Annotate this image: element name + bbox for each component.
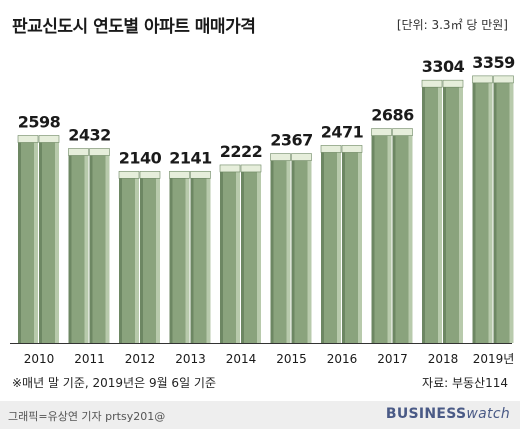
bar-value-label: 2367 (270, 131, 313, 150)
bar-chart: 2598 2010 2432 2011 2140 2012 2141 2013 2222 2014… (10, 53, 516, 366)
bar-value-label: 3359 (472, 53, 515, 72)
bar-2011 (68, 148, 110, 343)
bar-2019년 (472, 75, 514, 344)
bar-value-label: 2686 (371, 106, 414, 125)
chart-title: 판교신도시 연도별 아파트 매매가격 (12, 17, 256, 37)
bar-2012 (118, 171, 161, 343)
brand-part1: BUSINESS (385, 406, 467, 422)
x-tick-label: 2018 (428, 352, 459, 366)
source-label: 자료: 부동산114 (422, 376, 508, 390)
x-tick-label: 2014 (226, 352, 257, 366)
x-tick-label: 2017 (377, 352, 408, 366)
x-tick-label: 2012 (125, 352, 156, 366)
x-tick-label: 2016 (327, 352, 358, 366)
footnote: ※매년 말 기준, 2019년은 9월 6일 기준 (12, 376, 217, 390)
footer-bar: 그래픽=유상연 기자 prtsy201@ BUSINESSwatch (0, 401, 520, 429)
bar-value-label: 2140 (119, 148, 162, 167)
x-tick-label: 2010 (24, 352, 55, 366)
x-tick-label: 2019년 (473, 352, 515, 366)
bar-2015 (270, 153, 312, 343)
brand-logo: BUSINESSwatch (386, 406, 510, 422)
x-tick-label: 2015 (276, 352, 307, 366)
graphic-credit: 그래픽=유상연 기자 prtsy201@ (8, 410, 166, 423)
x-tick-label: 2011 (74, 352, 105, 366)
brand-part2: watch (466, 406, 510, 422)
bar-value-label: 2432 (68, 125, 111, 144)
bar-value-label: 2598 (18, 112, 61, 131)
bar-value-label: 2141 (169, 148, 212, 167)
unit-label: [단위: 3.3㎡ 당 만원] (396, 18, 508, 32)
x-tick-label: 2013 (175, 352, 206, 366)
bar-2014 (219, 164, 262, 343)
bar-value-label: 3304 (422, 57, 465, 76)
bar-2010 (17, 135, 60, 343)
bar-2016 (320, 145, 363, 343)
bar-2017 (371, 128, 413, 343)
bar-value-label: 2471 (321, 122, 364, 141)
bar-value-label: 2222 (220, 142, 263, 161)
bar-2018 (421, 79, 464, 343)
bar-2013 (169, 170, 211, 343)
